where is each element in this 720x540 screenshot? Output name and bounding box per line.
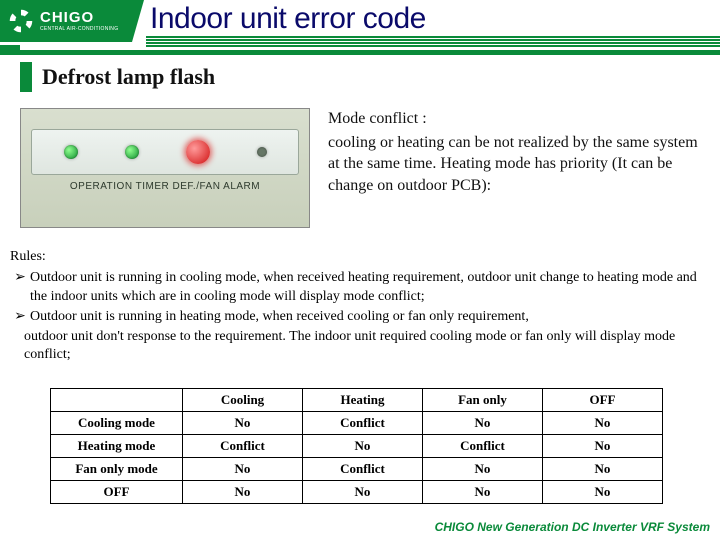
subtitle-row: Defrost lamp flash	[20, 62, 215, 92]
footer-text: CHIGO New Generation DC Inverter VRF Sys…	[435, 520, 710, 534]
table-cell: Conflict	[303, 412, 423, 435]
table-row: Heating mode Conflict No Conflict No	[51, 435, 663, 458]
brand-logo-icon	[6, 6, 36, 36]
subtitle-marker	[20, 62, 32, 92]
table-cell: No	[423, 412, 543, 435]
header-stripes	[146, 36, 720, 48]
rule-tail: outdoor unit don't response to the requi…	[10, 328, 706, 366]
table-cell: No	[183, 458, 303, 481]
rule-text: Outdoor unit is running in cooling mode,…	[30, 269, 706, 307]
brand-subtitle: CENTRAL AIR-CONDITIONING	[40, 27, 118, 32]
led-operation-icon	[64, 145, 78, 159]
header-thick-stripe	[0, 50, 720, 55]
table-cell: No	[543, 458, 663, 481]
table-row: Cooling mode No Conflict No No	[51, 412, 663, 435]
table-cell: Conflict	[183, 435, 303, 458]
panel-label: OPERATION TIMER DEF./FAN ALARM	[31, 181, 299, 192]
table-cell: No	[423, 481, 543, 504]
page-title: Indoor unit error code	[150, 2, 426, 36]
led-alarm-icon	[257, 147, 267, 157]
row-header: OFF	[51, 481, 183, 504]
table-row: OFF No No No No	[51, 481, 663, 504]
led-timer-icon	[125, 145, 139, 159]
col-header: Heating	[303, 389, 423, 412]
description-block: Mode conflict : cooling or heating can b…	[328, 108, 700, 228]
rule-item: ➢ Outdoor unit is running in heating mod…	[10, 308, 706, 327]
table-cell: No	[183, 481, 303, 504]
bullet-arrow-icon: ➢	[10, 308, 30, 327]
subtitle: Defrost lamp flash	[42, 64, 215, 90]
table-cell: No	[423, 458, 543, 481]
slide-header: CHIGO CENTRAL AIR-CONDITIONING Indoor un…	[0, 0, 720, 52]
led-strip	[31, 129, 299, 175]
top-content: OPERATION TIMER DEF./FAN ALARM Mode conf…	[20, 108, 700, 228]
description-body: cooling or heating can be not realized b…	[328, 132, 700, 197]
rule-item: ➢ Outdoor unit is running in cooling mod…	[10, 269, 706, 307]
table-cell: No	[183, 412, 303, 435]
brand-bar: CHIGO CENTRAL AIR-CONDITIONING	[0, 0, 132, 42]
table-cell: No	[543, 412, 663, 435]
row-header: Cooling mode	[51, 412, 183, 435]
table-cell: No	[303, 435, 423, 458]
row-header: Heating mode	[51, 435, 183, 458]
table-cell: No	[543, 481, 663, 504]
led-def-fan-icon	[186, 140, 210, 164]
table-cell: No	[543, 435, 663, 458]
table-row: Fan only mode No Conflict No No	[51, 458, 663, 481]
col-header: OFF	[543, 389, 663, 412]
table-corner-cell	[51, 389, 183, 412]
brand-text: CHIGO CENTRAL AIR-CONDITIONING	[40, 10, 118, 32]
table-cell: No	[303, 481, 423, 504]
col-header: Fan only	[423, 389, 543, 412]
panel-photo: OPERATION TIMER DEF./FAN ALARM	[20, 108, 310, 228]
table-cell: Conflict	[423, 435, 543, 458]
table-header-row: Cooling Heating Fan only OFF	[51, 389, 663, 412]
mode-conflict-table: Cooling Heating Fan only OFF Cooling mod…	[50, 388, 663, 504]
rules-block: Rules: ➢ Outdoor unit is running in cool…	[10, 248, 706, 365]
brand-name: CHIGO	[40, 10, 118, 25]
row-header: Fan only mode	[51, 458, 183, 481]
rule-text: Outdoor unit is running in heating mode,…	[30, 308, 706, 327]
description-heading: Mode conflict :	[328, 108, 700, 130]
bullet-arrow-icon: ➢	[10, 269, 30, 307]
table-cell: Conflict	[303, 458, 423, 481]
col-header: Cooling	[183, 389, 303, 412]
rules-heading: Rules:	[10, 248, 706, 267]
